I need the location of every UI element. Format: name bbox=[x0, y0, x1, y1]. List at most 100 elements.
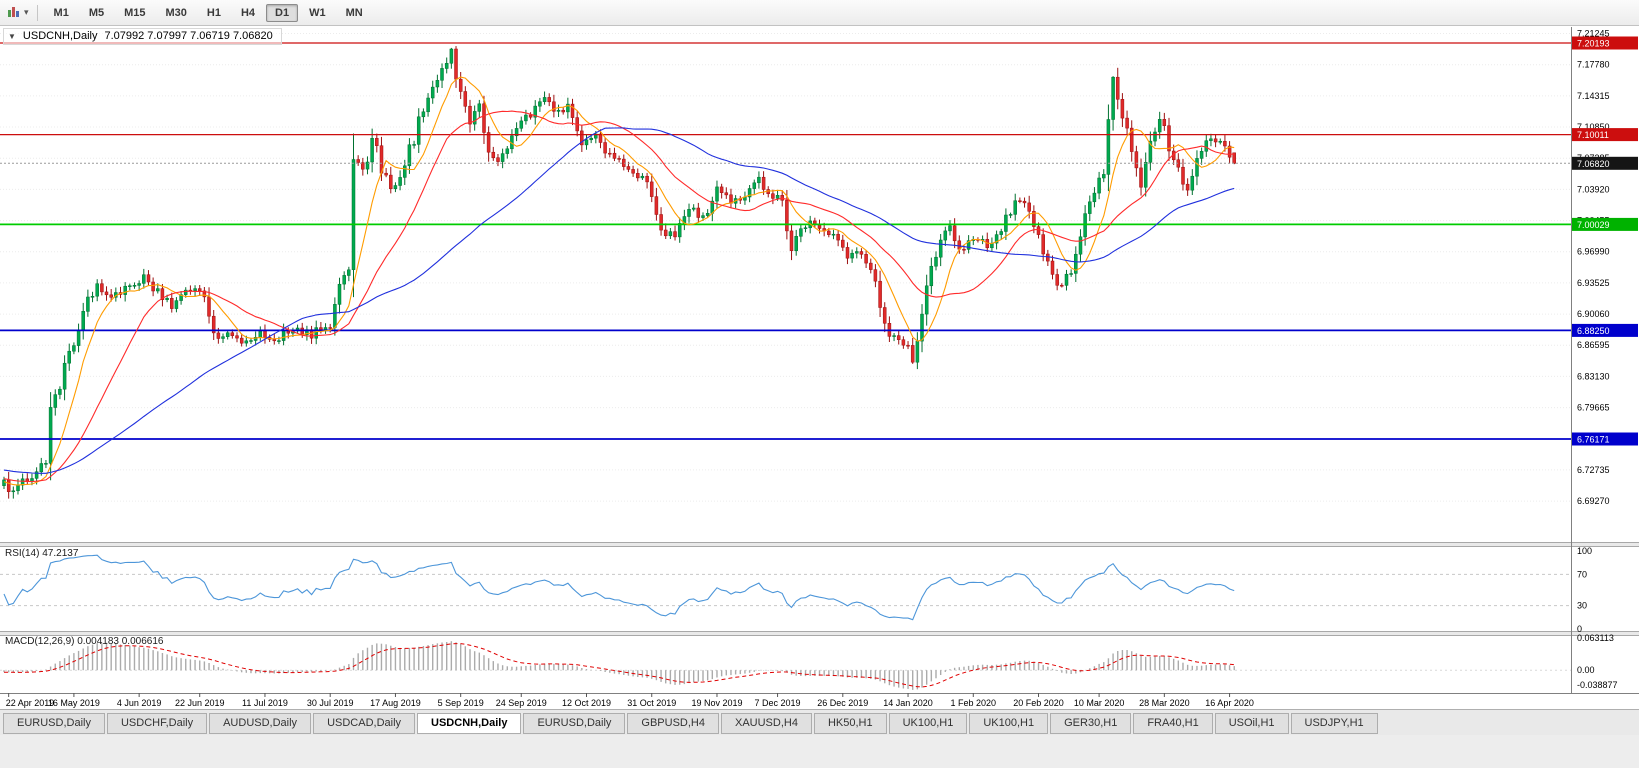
chart-tab-usdcnh-daily[interactable]: USDCNH,Daily bbox=[417, 712, 522, 734]
svg-text:70: 70 bbox=[1577, 569, 1587, 579]
ma-slow-blue-line bbox=[3, 127, 1235, 474]
price-tag-7.06820 bbox=[1572, 156, 1638, 170]
chart-tab-usoil-h1[interactable]: USOil,H1 bbox=[1214, 712, 1289, 734]
chart-tab-eurusd-daily[interactable]: EURUSD,Daily bbox=[523, 712, 626, 734]
timeframe-button-m30[interactable]: M30 bbox=[157, 4, 196, 22]
status-area bbox=[0, 735, 1639, 768]
chart-tab-uk100-h1[interactable]: UK100,H1 bbox=[969, 712, 1049, 734]
svg-text:7 Dec 2019: 7 Dec 2019 bbox=[755, 698, 801, 708]
svg-text:5 Sep 2019: 5 Sep 2019 bbox=[438, 698, 484, 708]
svg-text:7.17780: 7.17780 bbox=[1577, 60, 1610, 70]
svg-text:6.72735: 6.72735 bbox=[1577, 465, 1610, 475]
symbol-period-label: USDCNH,Daily bbox=[22, 30, 98, 42]
timeframe-button-m5[interactable]: M5 bbox=[80, 4, 113, 22]
svg-text:1 Feb 2020: 1 Feb 2020 bbox=[951, 698, 997, 708]
timeframe-button-group: M1 M5 M15 M30 H1 H4 D1 W1 MN bbox=[44, 3, 373, 22]
svg-text:4 Jun 2019: 4 Jun 2019 bbox=[117, 698, 162, 708]
svg-text:30: 30 bbox=[1577, 601, 1587, 611]
chart-tab-usdchf-daily[interactable]: USDCHF,Daily bbox=[106, 712, 208, 734]
svg-text:12 Oct 2019: 12 Oct 2019 bbox=[562, 698, 611, 708]
timeframe-button-d1[interactable]: D1 bbox=[266, 4, 299, 22]
chart-tab-fra40-h1[interactable]: FRA40,H1 bbox=[1133, 712, 1213, 734]
svg-text:100: 100 bbox=[1577, 546, 1592, 556]
svg-text:7.00029: 7.00029 bbox=[1577, 220, 1610, 230]
svg-text:28 Mar 2020: 28 Mar 2020 bbox=[1139, 698, 1190, 708]
svg-text:10 Mar 2020: 10 Mar 2020 bbox=[1074, 698, 1125, 708]
price-tag-6.76171 bbox=[1572, 432, 1638, 446]
ma-mid-red-line bbox=[3, 110, 1235, 483]
svg-text:22 Jun 2019: 22 Jun 2019 bbox=[175, 698, 225, 708]
svg-text:0.00: 0.00 bbox=[1577, 665, 1595, 675]
svg-text:6.69270: 6.69270 bbox=[1577, 496, 1610, 506]
svg-text:31 Oct 2019: 31 Oct 2019 bbox=[627, 698, 676, 708]
price-tag-7.20193 bbox=[1572, 36, 1638, 50]
svg-text:14 Jan 2020: 14 Jan 2020 bbox=[883, 698, 933, 708]
svg-text:6.86595: 6.86595 bbox=[1577, 340, 1610, 350]
svg-text:7.06820: 7.06820 bbox=[1577, 159, 1610, 169]
timeframe-button-mn[interactable]: MN bbox=[337, 4, 372, 22]
chart-tab-audusd-daily[interactable]: AUDUSD,Daily bbox=[209, 712, 312, 734]
chart-tab-xauusd-h4[interactable]: XAUUSD,H4 bbox=[720, 712, 812, 734]
svg-text:19 Nov 2019: 19 Nov 2019 bbox=[691, 698, 742, 708]
chart-type-icon[interactable] bbox=[4, 4, 23, 21]
price-tag-boxes: 7.20193 7.10011 7.00029 6.88250 6.76171 7.068… bbox=[1572, 36, 1638, 446]
chart-tab-usdcad-daily[interactable]: USDCAD,Daily bbox=[313, 712, 416, 734]
price-tag-6.88250 bbox=[1572, 323, 1638, 337]
chart-tab-uk100-h1[interactable]: UK100,H1 bbox=[888, 712, 968, 734]
svg-text:20 Feb 2020: 20 Feb 2020 bbox=[1013, 698, 1064, 708]
dropdown-caret-icon[interactable]: ▾ bbox=[24, 7, 29, 17]
chart-tab-usdjpy-h1[interactable]: USDJPY,H1 bbox=[1290, 712, 1378, 734]
ma-fast-orange-line bbox=[3, 76, 1235, 486]
timeframe-button-m15[interactable]: M15 bbox=[115, 4, 154, 22]
macd-indicator-label: MACD(12,26,9) 0.004183 0.006616 bbox=[5, 636, 164, 647]
svg-text:6.96990: 6.96990 bbox=[1577, 247, 1610, 257]
svg-text:0.063113: 0.063113 bbox=[1577, 633, 1614, 643]
svg-text:16 May 2019: 16 May 2019 bbox=[48, 698, 100, 708]
svg-text:17 Aug 2019: 17 Aug 2019 bbox=[370, 698, 421, 708]
chart-tab-eurusd-daily[interactable]: EURUSD,Daily bbox=[3, 712, 105, 734]
price-gridlines bbox=[0, 33, 1571, 502]
timeframe-button-h4[interactable]: H4 bbox=[232, 4, 264, 22]
chart-tab-ger30-h1[interactable]: GER30,H1 bbox=[1050, 712, 1132, 734]
svg-text:-0.038877: -0.038877 bbox=[1577, 680, 1618, 690]
svg-text:30 Jul 2019: 30 Jul 2019 bbox=[307, 698, 354, 708]
collapse-arrow-icon[interactable]: ▼ bbox=[8, 31, 16, 41]
macd-signal-line bbox=[4, 643, 1235, 688]
chart-header: ▼ USDCNH,Daily 7.07992 7.07997 7.06719 7… bbox=[3, 28, 282, 45]
price-tag-7.10011 bbox=[1572, 128, 1638, 142]
chart-canvas[interactable]: 7.212457.177807.143157.108507.073857.039… bbox=[0, 27, 1639, 709]
svg-text:7.03920: 7.03920 bbox=[1577, 184, 1610, 194]
timeframe-button-w1[interactable]: W1 bbox=[300, 4, 335, 22]
svg-text:6.90060: 6.90060 bbox=[1577, 309, 1610, 319]
svg-text:7.14315: 7.14315 bbox=[1577, 91, 1610, 101]
svg-text:6.93525: 6.93525 bbox=[1577, 278, 1610, 288]
chart-tab-gbpusd-h4[interactable]: GBPUSD,H4 bbox=[627, 712, 719, 734]
chart-tabs-bar: EURUSD,Daily USDCHF,Daily AUDUSD,Daily USDC… bbox=[0, 709, 1639, 735]
candlestick-series bbox=[2, 46, 1236, 499]
chart-tab-hk50-h1[interactable]: HK50,H1 bbox=[813, 712, 887, 734]
svg-text:24 Sep 2019: 24 Sep 2019 bbox=[496, 698, 547, 708]
svg-text:6.88250: 6.88250 bbox=[1577, 326, 1610, 336]
price-tag-7.00029 bbox=[1572, 217, 1638, 231]
chart-window: 7.212457.177807.143157.108507.073857.039… bbox=[0, 27, 1639, 709]
svg-text:6.83130: 6.83130 bbox=[1577, 371, 1610, 381]
svg-text:7.20193: 7.20193 bbox=[1577, 39, 1610, 49]
svg-text:6.79665: 6.79665 bbox=[1577, 403, 1610, 413]
top-toolbar: ▾ M1 M5 M15 M30 H1 H4 D1 W1 MN bbox=[0, 0, 1639, 26]
svg-text:16 Apr 2020: 16 Apr 2020 bbox=[1205, 698, 1254, 708]
timeframe-button-m1[interactable]: M1 bbox=[45, 4, 78, 22]
svg-text:0: 0 bbox=[1577, 624, 1582, 634]
ohlc-quote-label: 7.07992 7.07997 7.06719 7.06820 bbox=[104, 30, 273, 42]
macd-panel: 0.063113 0.00 -0.038877 bbox=[0, 633, 1618, 690]
svg-text:11 Jul 2019: 11 Jul 2019 bbox=[242, 698, 288, 708]
timeframe-button-h1[interactable]: H1 bbox=[198, 4, 230, 22]
svg-text:7.21245: 7.21245 bbox=[1577, 29, 1610, 39]
rsi-panel: 100 70 30 0 bbox=[0, 546, 1592, 634]
svg-text:22 Apr 2019: 22 Apr 2019 bbox=[6, 698, 55, 708]
mini-bars-icon bbox=[8, 7, 19, 17]
svg-text:7.10850: 7.10850 bbox=[1577, 122, 1610, 132]
horizontal-level-lines[interactable] bbox=[0, 42, 1571, 440]
rsi-indicator-label: RSI(14) 47.2137 bbox=[5, 548, 79, 559]
